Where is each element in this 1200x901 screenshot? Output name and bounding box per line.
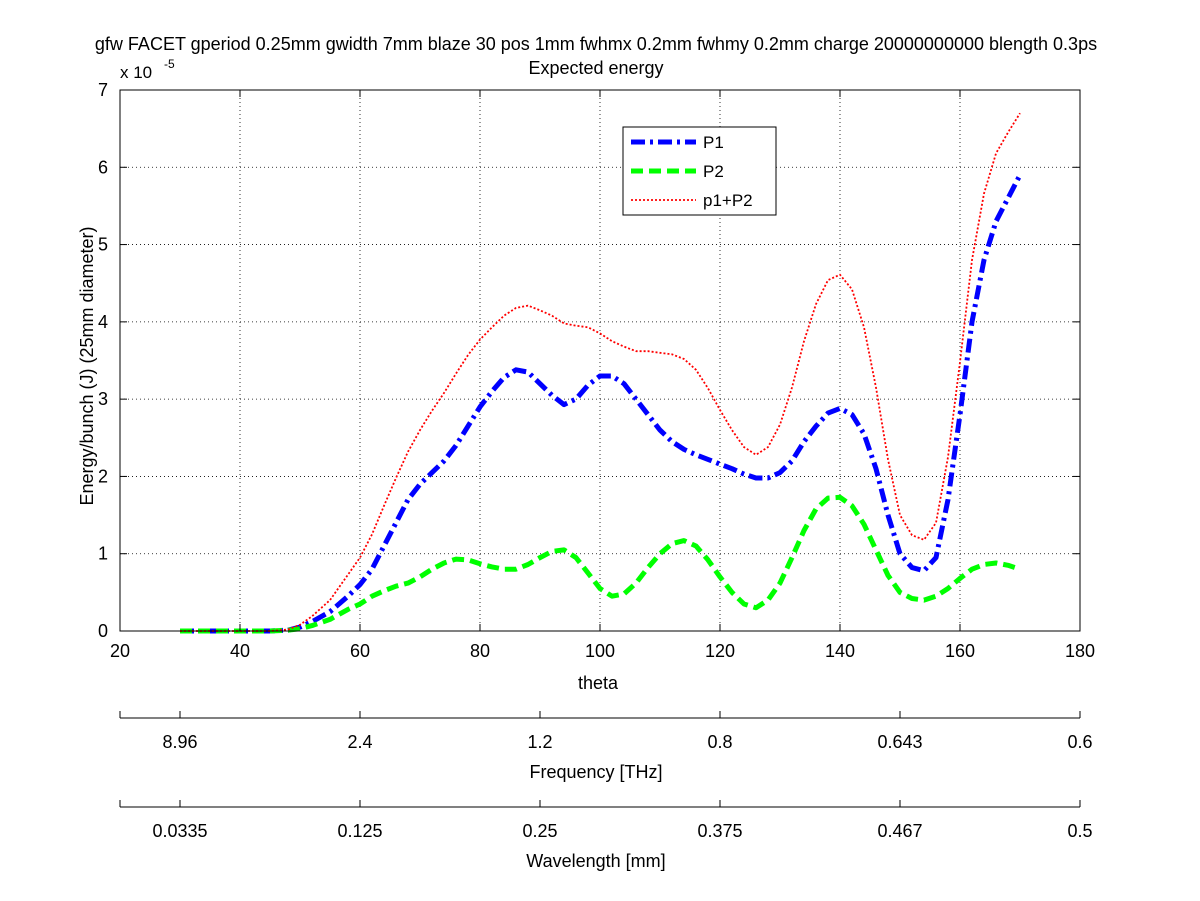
secondary-tick-label: 8.96 (162, 732, 197, 752)
y-tick-label: 3 (98, 389, 108, 409)
series-line-p1 (180, 173, 1023, 634)
secondary-tick-label: 0.6 (1067, 732, 1092, 752)
secondary-axis-label: Wavelength [mm] (526, 851, 665, 871)
secondary-tick-label: 0.125 (337, 821, 382, 841)
series-line-p1-p2 (180, 112, 1021, 632)
plot-area (120, 90, 1080, 631)
secondary-tick-label: 0.375 (697, 821, 742, 841)
x-tick-label: 20 (110, 641, 130, 661)
y-tick-label: 6 (98, 157, 108, 177)
grid-lines (120, 90, 1080, 631)
series-layer (180, 112, 1023, 634)
secondary-axes: 8.96 2.4 1.2 0.8 0.643 0.6 Frequency [THz] 0.03… (119, 711, 1093, 871)
x-tick-label: 140 (825, 641, 855, 661)
legend-box (622, 126, 777, 216)
x-axis-label: theta (578, 673, 619, 693)
secondary-tick-label: 2.4 (347, 732, 372, 752)
secondary-tick-label: 0.0335 (152, 821, 207, 841)
chart-title: gfw FACET gperiod 0.25mm gwidth 7mm blaz… (95, 34, 1097, 54)
secondary-tick-label: 0.8 (707, 732, 732, 752)
secondary-tick-label: 1.2 (527, 732, 552, 752)
x-tick-label: 100 (585, 641, 615, 661)
y-exponent-power: -5 (164, 57, 175, 71)
y-tick-label: 2 (98, 466, 108, 486)
secondary-tick-label: 0.643 (877, 732, 922, 752)
secondary-tick-label: 0.5 (1067, 821, 1092, 841)
plot-border (119, 89, 1081, 632)
y-tick-label: 1 (98, 544, 108, 564)
plot-background (120, 90, 1080, 631)
x-tick-label: 120 (705, 641, 735, 661)
chart-subtitle: Expected energy (528, 58, 663, 78)
legend-entry-label: P2 (703, 162, 724, 181)
x-tick-label: 60 (350, 641, 370, 661)
y-tick-label: 7 (98, 80, 108, 100)
legend-entry-label: p1+P2 (703, 191, 753, 210)
legend-entry-label: P1 (703, 133, 724, 152)
secondary-tick-label: 0.25 (522, 821, 557, 841)
x-tick-label: 160 (945, 641, 975, 661)
secondary-axis-label: Frequency [THz] (529, 762, 662, 782)
y-tick-label: 0 (98, 621, 108, 641)
x-tick-label: 180 (1065, 641, 1095, 661)
x-tick-label: 40 (230, 641, 250, 661)
legend: P1 P2 p1+P2 (622, 126, 777, 216)
y-tick-label: 5 (98, 235, 108, 255)
series-line-p2 (180, 494, 1021, 634)
axis-layer: 20 40 60 80 100 120 140 160 180 0 1 2 3 4 5 6 7 (98, 80, 1095, 661)
secondary-tick-label: 0.467 (877, 821, 922, 841)
x-tick-label: 80 (470, 641, 490, 661)
y-axis-label: Energy/bunch (J) (25mm diameter) (77, 226, 97, 505)
y-exponent-label: x 10 (120, 63, 152, 82)
y-tick-label: 4 (98, 312, 108, 332)
